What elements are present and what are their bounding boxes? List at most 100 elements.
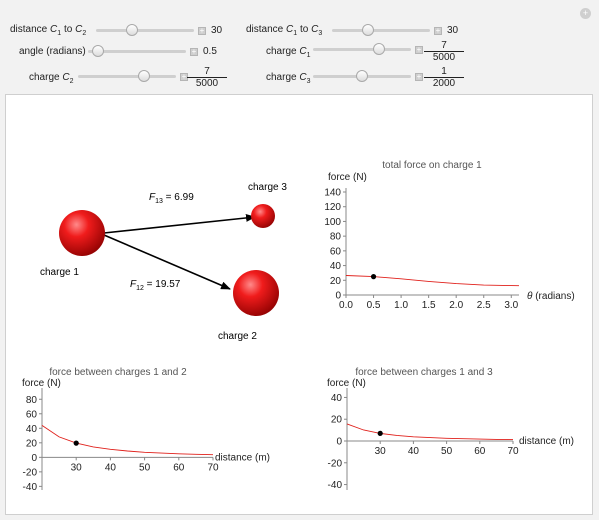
output-graphics: charge 1 charge 2 charge 3 F13 = 6.99 F1… (22, 160, 575, 493)
distance-c1-c2-value: 30 (211, 25, 223, 36)
options-gear-icon[interactable]: + (580, 8, 591, 19)
x-tick-label: 70 (507, 446, 519, 457)
y-tick-label: -40 (328, 480, 343, 491)
distance-c1-c3-label: distance C1 to C3 (246, 24, 323, 37)
y-tick-label: 40 (330, 261, 342, 272)
x-tick-label: 70 (207, 462, 219, 473)
distance-c1-c3-expand-icon[interactable]: + (434, 26, 442, 35)
x-tick-label: 3.0 (504, 300, 518, 311)
angle-expand-icon[interactable]: + (190, 47, 198, 56)
x-tick-label: 30 (375, 446, 387, 457)
charge-c2-slider[interactable] (78, 70, 176, 82)
y-tick-label: 20 (331, 415, 343, 426)
series-line (41, 425, 214, 456)
charge-diagram: charge 1 charge 2 charge 3 F13 = 6.99 F1… (40, 182, 287, 342)
charge-3-label: charge 3 (248, 182, 287, 193)
charge-1-sphere (59, 210, 105, 256)
y-tick-label: 120 (324, 202, 341, 213)
x-axis-label: distance (m) (519, 436, 574, 447)
distance-c1-c3-slider[interactable] (332, 24, 430, 36)
x-tick-label: 30 (71, 462, 83, 473)
distance-c1-c2-label: distance C1 to C2 (10, 24, 87, 37)
chart-title: force between charges 1 and 2 (49, 367, 187, 378)
y-tick-label: 100 (324, 217, 341, 228)
slider-thumb[interactable] (138, 70, 151, 82)
f13-label: F13 = 6.99 (149, 192, 194, 205)
y-tick-label: 80 (330, 232, 342, 243)
distance-c1-c2-slider[interactable] (96, 24, 194, 36)
y-tick-label: 40 (331, 393, 343, 404)
y-tick-label: -40 (23, 482, 38, 493)
current-value-point (377, 430, 383, 436)
x-tick-label: 2.5 (477, 300, 491, 311)
force-arrow-12 (103, 234, 231, 290)
y-tick-label: 60 (26, 409, 38, 420)
x-tick-label: 1.5 (422, 300, 436, 311)
distance-c1-c3-value: 30 (447, 25, 459, 36)
y-tick-label: 0 (336, 437, 342, 448)
angle-label: angle (radians) (19, 46, 86, 57)
x-tick-label: 50 (441, 446, 453, 457)
charge-c2-label: charge C2 (29, 72, 74, 85)
x-axis-label-symbol: θ (527, 291, 533, 302)
charge-c3-value: 1 2000 (424, 66, 464, 89)
x-tick-label: 0.0 (339, 300, 353, 311)
total-force-chart: total force on charge 1 force (N) 0 20 40 60 8… (324, 160, 574, 311)
charge-c3-expand-icon[interactable]: + (415, 72, 423, 81)
y-axis-label: force (N) (328, 172, 367, 183)
force-arrow-13 (103, 213, 256, 234)
x-axis-label-unit: (radians) (532, 291, 574, 302)
slider-thumb[interactable] (373, 43, 386, 55)
x-axis-label: distance (m) (215, 452, 270, 463)
charge-2-label: charge 2 (218, 331, 257, 342)
charge-c1-expand-icon[interactable]: + (415, 45, 423, 54)
y-tick-label: -20 (328, 458, 343, 469)
y-tick-label: 60 (330, 246, 342, 257)
slider-thumb[interactable] (362, 24, 375, 36)
y-tick-label: 0 (335, 291, 341, 302)
x-tick-label: 2.0 (449, 300, 463, 311)
angle-value: 0.5 (203, 46, 217, 57)
series-line (346, 423, 514, 441)
angle-slider[interactable] (88, 45, 186, 57)
slider-thumb[interactable] (92, 45, 105, 57)
chart-title: total force on charge 1 (382, 160, 482, 171)
charge-2-sphere (233, 270, 279, 316)
y-axis-label: force (N) (327, 378, 366, 389)
charge-c1-value: 7 5000 (424, 40, 464, 63)
f12-label: F12 = 19.57 (130, 279, 181, 292)
slider-thumb[interactable] (356, 70, 368, 82)
charge-c2-value: 7 5000 (187, 66, 227, 89)
charge-1-label: charge 1 (40, 267, 79, 278)
charge-c3-label: charge C3 (266, 72, 311, 85)
y-tick-label: 20 (330, 276, 342, 287)
x-tick-label: 40 (105, 462, 117, 473)
y-tick-label: -20 (23, 467, 38, 478)
current-value-point (370, 274, 377, 280)
y-tick-label: 140 (324, 188, 341, 199)
y-tick-label: 20 (26, 438, 38, 449)
charge-c1-label: charge C1 (266, 46, 311, 59)
x-tick-label: 50 (139, 462, 151, 473)
slider-thumb[interactable] (126, 24, 139, 36)
output-panel: charge 1 charge 2 charge 3 F13 = 6.99 F1… (5, 94, 593, 515)
distance-c1-c2-expand-icon[interactable]: + (198, 26, 206, 35)
y-tick-label: 0 (31, 453, 37, 464)
current-value-point (73, 440, 79, 446)
y-axis-label: force (N) (22, 378, 61, 389)
x-tick-label: 60 (173, 462, 185, 473)
x-axis-label: θ (radians) (527, 291, 575, 302)
y-tick-label: 80 (26, 395, 38, 406)
chart-title: force between charges 1 and 3 (355, 367, 493, 378)
x-tick-label: 60 (474, 446, 486, 457)
series-line (345, 275, 520, 287)
charge-c3-slider[interactable] (313, 70, 411, 82)
y-tick-label: 40 (26, 424, 38, 435)
x-tick-label: 0.5 (367, 300, 381, 311)
x-tick-label: 1.0 (394, 300, 408, 311)
charge-3-sphere (251, 204, 275, 228)
charge-c1-slider[interactable] (313, 43, 411, 55)
